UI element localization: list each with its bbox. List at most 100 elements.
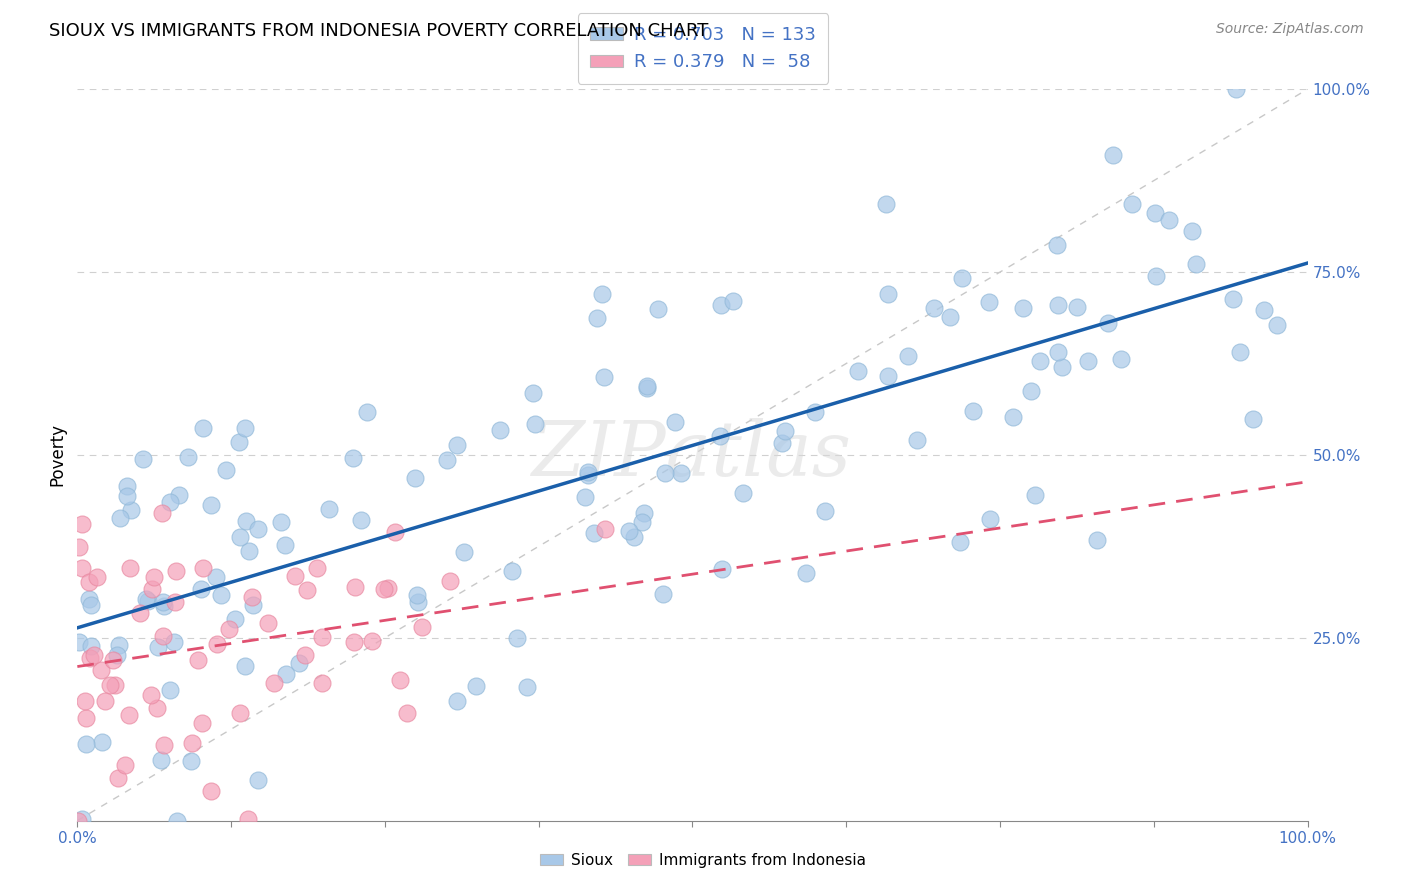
Point (115, 489, 138, 503)
Point (633, 506, 655, 520)
Point (166, 814, 188, 828)
Point (108, 511, 131, 525)
Point (721, 293, 744, 308)
Point (205, 637, 228, 651)
Point (311, 676, 333, 690)
Point (181, 736, 204, 750)
Point (159, 683, 181, 698)
Point (274, 538, 297, 552)
Point (294, 648, 316, 663)
Point (159, 495, 181, 509)
Point (522, 386, 544, 401)
Point (651, 587, 673, 601)
Point (950, 270, 973, 285)
Point (1222, 292, 1244, 306)
Point (796, 566, 818, 580)
Point (576, 465, 599, 479)
Point (191, 716, 214, 731)
Point (284, 568, 307, 582)
Legend: Sioux, Immigrants from Indonesia: Sioux, Immigrants from Indonesia (533, 845, 873, 875)
Point (411, 620, 433, 634)
Point (586, 311, 609, 326)
Point (163, 635, 186, 649)
Point (118, 707, 141, 722)
Point (709, 429, 731, 443)
Point (295, 582, 318, 597)
Point (228, 434, 250, 449)
Point (149, 753, 172, 767)
Point (770, 436, 793, 450)
Point (256, 616, 278, 631)
Point (101, 653, 124, 667)
Point (922, 301, 945, 316)
Point (200, 498, 222, 512)
Point (75, 737, 97, 751)
Point (117, 478, 139, 492)
Point (135, 592, 157, 607)
Point (167, 488, 190, 502)
Point (361, 633, 384, 648)
Point (80, 599, 103, 613)
Point (233, 659, 256, 673)
Point (1097, 316, 1119, 330)
Point (524, 417, 547, 431)
Point (591, 287, 613, 301)
Point (152, 507, 174, 521)
Point (311, 630, 333, 644)
Point (242, 598, 264, 612)
Point (733, 485, 755, 500)
Point (773, 425, 796, 439)
Point (877, 369, 900, 384)
Point (70, 560, 93, 574)
Point (148, 640, 170, 654)
Point (1050, 360, 1073, 375)
Point (1024, 488, 1046, 502)
Point (128, 607, 150, 621)
Point (94, 694, 117, 708)
Point (1046, 238, 1069, 252)
Point (235, 514, 257, 528)
Point (1109, 351, 1132, 366)
Point (647, 302, 669, 317)
Point (318, 502, 340, 516)
Point (356, 405, 378, 419)
Point (1101, 148, 1123, 162)
Point (193, 560, 215, 574)
Point (804, 405, 827, 419)
Point (1046, 298, 1069, 312)
Point (1001, 410, 1024, 425)
Point (120, 502, 142, 516)
Point (1241, 412, 1264, 426)
Text: ZIP​atlas: ZIP​atlas (533, 418, 852, 491)
Point (592, 369, 614, 384)
Point (342, 450, 364, 465)
Point (583, 525, 606, 540)
Point (1143, 206, 1166, 220)
Point (373, 582, 395, 596)
Point (875, 196, 897, 211)
Point (107, 638, 129, 652)
Point (574, 490, 596, 504)
Point (218, 622, 240, 636)
Point (436, 453, 458, 467)
Point (907, 433, 929, 447)
Point (67, 634, 90, 648)
Point (1229, 345, 1251, 359)
Point (228, 706, 250, 720)
Point (846, 364, 869, 378)
Point (139, 688, 162, 702)
Point (224, 612, 246, 626)
Point (75, 711, 97, 725)
Point (446, 438, 468, 452)
Point (962, 403, 984, 417)
Point (1157, 213, 1180, 227)
Point (288, 656, 311, 670)
Point (1121, 197, 1143, 211)
Point (1077, 354, 1099, 368)
Point (274, 667, 297, 681)
Point (238, 544, 260, 558)
Point (79, 639, 101, 653)
Point (654, 466, 676, 480)
Point (240, 590, 263, 604)
Point (67, 540, 90, 554)
